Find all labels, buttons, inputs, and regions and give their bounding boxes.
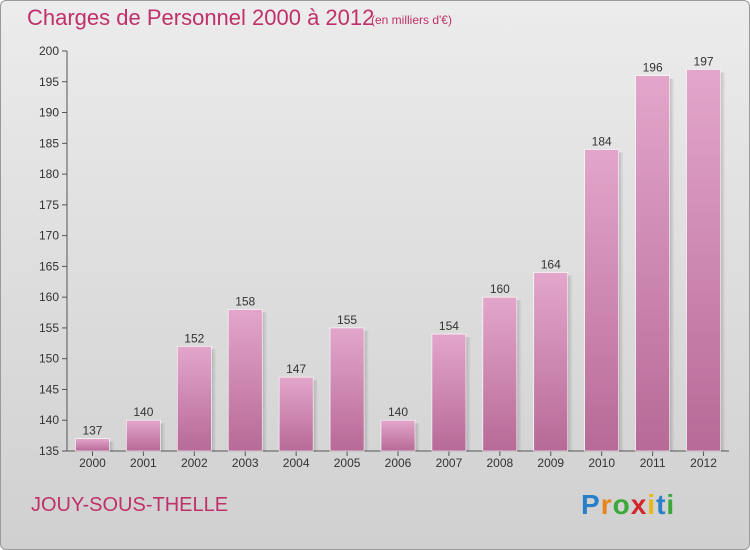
bar-shadow [720,72,726,451]
bar-shadow [618,152,624,451]
logo-letter: t [656,489,667,520]
bar-value-label: 184 [592,134,612,148]
bar-shadow [567,275,573,451]
bar-value-label: 160 [490,282,510,296]
y-tick-label: 195 [39,75,59,89]
bar-value-label: 197 [694,54,714,68]
y-tick-label: 180 [39,167,59,181]
x-tick-label: 2007 [436,456,463,470]
y-tick-label: 200 [39,44,59,58]
logo-letter: i [647,489,657,520]
y-tick-label: 190 [39,106,59,120]
bar [329,327,365,452]
bar [227,309,263,452]
logo-letter: P [581,489,601,520]
y-tick-label: 175 [39,198,59,212]
x-tick-label: 2002 [181,456,208,470]
x-tick-label: 2005 [334,456,361,470]
y-tick-label: 145 [39,382,59,396]
bar-value-label: 140 [133,405,153,419]
bar [75,438,110,452]
y-tick-label: 185 [39,136,59,150]
logo-letter: i [666,489,676,520]
y-tick-label: 140 [39,413,59,427]
bar-shadow [211,349,217,451]
bar-shadow [262,312,268,451]
x-tick-label: 2010 [588,456,615,470]
x-tick-label: 2004 [283,456,310,470]
bar-shadow [415,423,420,451]
bar-value-label: 140 [388,405,408,419]
x-tick-label: 2001 [130,456,157,470]
logo-letter: r [600,489,613,520]
x-tick-label: 2011 [640,456,666,470]
y-tick-label: 150 [39,352,59,366]
logo-letter: x [630,489,648,520]
bar-value-label: 158 [235,294,255,308]
y-tick-label: 165 [39,259,59,273]
x-tick-label: 2009 [537,456,564,470]
bar-value-label: 196 [643,61,663,75]
bar [686,69,721,452]
y-tick-label: 170 [39,229,59,243]
bar-shadow [669,78,675,451]
y-tick-label: 135 [39,444,59,458]
bar [126,419,161,452]
x-tick-label: 2006 [385,456,412,470]
bar [431,333,467,452]
bar-value-label: 152 [184,331,204,345]
bar [584,149,619,452]
bar-shadow [516,300,522,451]
bar-value-label: 154 [439,319,459,333]
commune-name: JOUY-SOUS-THELLE [31,494,229,516]
bar-shadow [160,423,166,451]
bar [533,272,569,452]
bar-value-label: 137 [82,424,102,438]
chart-title: Charges de Personnel 2000 à 2012 [27,5,375,30]
bar [380,419,416,452]
bar-value-label: 155 [337,313,357,327]
bar-shadow [465,337,471,451]
bar-shadow [364,330,370,451]
bar [635,75,670,452]
x-tick-label: 2000 [79,456,106,470]
bar-shadow [109,441,115,451]
bar-shadow [313,380,319,451]
x-tick-label: 2012 [690,456,717,470]
logo-letter: o [612,489,631,520]
bar-value-label: 147 [286,362,306,376]
bar-value-label: 164 [541,258,561,272]
x-tick-label: 2008 [486,456,513,470]
chart-subtitle: (en milliers d'€) [371,13,452,27]
y-tick-label: 155 [39,321,59,335]
bar [177,346,212,452]
proxiti-logo: Proxiti [581,489,675,521]
x-tick-label: 2003 [232,456,259,470]
y-tick-label: 160 [39,290,59,304]
bar [278,376,314,452]
bar [482,296,518,452]
